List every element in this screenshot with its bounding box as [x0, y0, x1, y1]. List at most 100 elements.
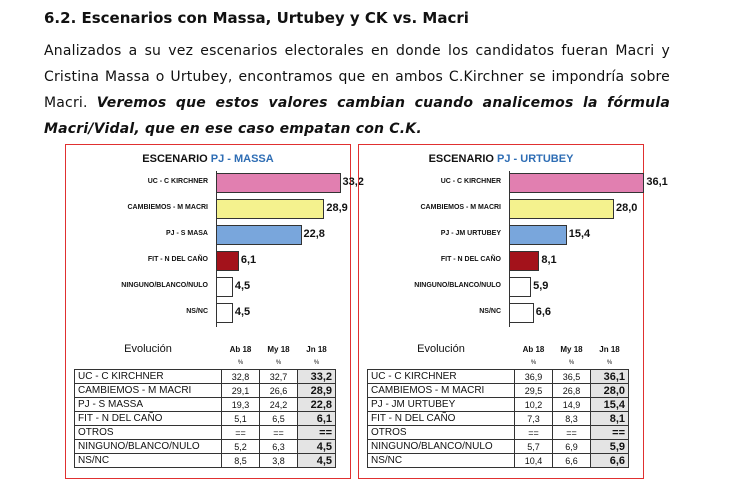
table-row: CAMBIEMOS - M MACRI 29,5 26,8 28,0 — [367, 383, 629, 398]
chart-title: ESCENARIO PJ - URTUBEY — [359, 153, 643, 165]
column-header: Jn 18 — [306, 345, 327, 354]
row-value: 32,7 — [259, 369, 298, 384]
row-value: == — [552, 425, 591, 440]
bar-category-label: CAMBIEMOS - M MACRI — [127, 204, 209, 211]
bar — [216, 199, 325, 219]
chart-title-highlight: PJ - MASSA — [210, 153, 274, 165]
column-unit: % — [313, 359, 320, 366]
row-value: 14,9 — [552, 397, 591, 412]
row-name: PJ - JM URTUBEY — [367, 397, 515, 412]
bar-value-label: 28,9 — [326, 202, 348, 214]
row-value: 36,5 — [552, 369, 591, 384]
row-value: 10,4 — [514, 453, 553, 468]
chart-title: ESCENARIO PJ - MASSA — [66, 153, 350, 165]
row-name: NINGUNO/BLANCO/NULO — [367, 439, 515, 454]
chart-axis — [509, 171, 510, 327]
bar-category-label: NINGUNO/BLANCO/NULO — [121, 282, 208, 289]
bar-category-label: UC - C KIRCHNER — [147, 178, 208, 185]
evolution-title: Evolución — [124, 343, 172, 355]
row-value: 24,2 — [259, 397, 298, 412]
row-value: 6,6 — [552, 453, 591, 468]
bar-value-label: 4,5 — [234, 280, 251, 292]
bar — [509, 303, 534, 323]
row-name: FIT - N DEL CAÑO — [74, 411, 222, 426]
bar — [216, 225, 302, 245]
row-value: 28,0 — [590, 383, 629, 398]
bar-value-label: 15,4 — [568, 228, 591, 240]
table-row: NINGUNO/BLANCO/NULO 5,2 6,3 4,5 — [74, 439, 336, 454]
paragraph-emphasis: Veremos que estos valores cambian cuando… — [44, 95, 670, 137]
table-row: OTROS == == == — [74, 425, 336, 440]
column-header: My 18 — [560, 345, 583, 354]
table-row: OTROS == == == — [367, 425, 629, 440]
bar-category-label: CAMBIEMOS - M MACRI — [420, 204, 502, 211]
bar-value-label: 36,1 — [646, 176, 668, 188]
row-value: 26,8 — [552, 383, 591, 398]
table-row: NS/NC 10,4 6,6 6,6 — [367, 453, 629, 468]
paragraph-text: Analizados a su vez escenarios electoral… — [44, 43, 670, 111]
bar — [509, 251, 540, 271]
intro-paragraph: Analizados a su vez escenarios electoral… — [44, 38, 670, 142]
row-name: OTROS — [74, 425, 222, 440]
row-value: 36,1 — [590, 369, 629, 384]
row-name: CAMBIEMOS - M MACRI — [74, 383, 222, 398]
table-row: UC - C KIRCHNER 36,9 36,5 36,1 — [367, 369, 629, 384]
row-name: CAMBIEMOS - M MACRI — [367, 383, 515, 398]
bar-value-label: 22,8 — [303, 228, 325, 240]
column-unit: % — [568, 359, 575, 366]
row-name: UC - C KIRCHNER — [74, 369, 222, 384]
row-name: NS/NC — [367, 453, 515, 468]
row-value: 36,9 — [514, 369, 553, 384]
evolution-title: Evolución — [417, 343, 465, 355]
row-value: 19,3 — [221, 397, 260, 412]
bar-category-label: PJ - S MASA — [165, 230, 208, 237]
row-value: 28,9 — [297, 383, 336, 398]
chart-axis — [216, 171, 217, 327]
row-value: == — [221, 425, 260, 440]
table-row: CAMBIEMOS - M MACRI 29,1 26,6 28,9 — [74, 383, 336, 398]
bar — [509, 199, 614, 219]
row-value: 8,3 — [552, 411, 591, 426]
row-value: == — [259, 425, 298, 440]
row-value: 5,9 — [590, 439, 629, 454]
bar-category-label: FIT - N DEL CAÑO — [147, 256, 208, 263]
row-value: 29,5 — [514, 383, 553, 398]
bar — [509, 173, 645, 193]
row-name: PJ - S MASSA — [74, 397, 222, 412]
row-value: 22,8 — [297, 397, 336, 412]
table-row: NS/NC 8,5 3,8 4,5 — [74, 453, 336, 468]
chart-title-prefix: ESCENARIO — [428, 153, 498, 165]
bar-category-label: NS/NC — [186, 308, 208, 315]
row-value: == — [514, 425, 553, 440]
row-value: 26,6 — [259, 383, 298, 398]
table-row: UC - C KIRCHNER 32,8 32,7 33,2 — [74, 369, 336, 384]
column-header: Ab 18 — [522, 345, 545, 354]
row-name: UC - C KIRCHNER — [367, 369, 515, 384]
table-row: PJ - S MASSA 19,3 24,2 22,8 — [74, 397, 336, 412]
scenario-panel-urtubey: ESCENARIO PJ - URTUBEY UC - C KIRCHNER 36… — [358, 144, 668, 479]
chart-title-prefix: ESCENARIO — [142, 153, 211, 165]
column-header: My 18 — [267, 345, 290, 354]
bar-value-label: 5,9 — [533, 280, 549, 292]
evolution-table: Evolución Ab 18 My 18 Jn 18%%% UC - C KIRCHN… — [367, 340, 629, 468]
bar — [216, 251, 239, 271]
evolution-table: Evolución Ab 18 My 18 Jn 18%%% UC - C KIRCHN… — [74, 340, 336, 468]
row-value: 6,5 — [259, 411, 298, 426]
bar-value-label: 28,0 — [616, 202, 638, 214]
row-value: 29,1 — [221, 383, 260, 398]
bar-value-label: 6,6 — [535, 306, 552, 318]
column-unit: % — [530, 359, 537, 366]
row-value: 5,7 — [514, 439, 553, 454]
chart-title-highlight: PJ - URTUBEY — [497, 153, 574, 165]
row-value: 7,3 — [514, 411, 553, 426]
column-header: Ab 18 — [229, 345, 252, 354]
row-value: 33,2 — [297, 369, 336, 384]
row-value: 6,1 — [297, 411, 336, 426]
table-row: FIT - N DEL CAÑO 5,1 6,5 6,1 — [74, 411, 336, 426]
row-value: 15,4 — [590, 397, 629, 412]
row-value: 6,6 — [590, 453, 629, 468]
bar-category-label: NS/NC — [479, 308, 501, 315]
row-name: NS/NC — [74, 453, 222, 468]
row-value: 6,9 — [552, 439, 591, 454]
bar — [216, 303, 233, 323]
